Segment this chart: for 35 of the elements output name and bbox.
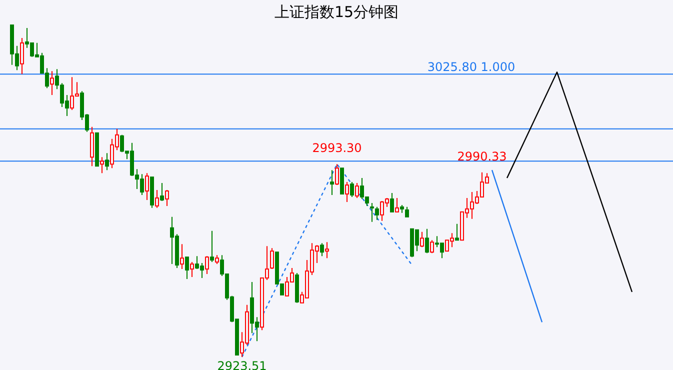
candlestick <box>190 262 194 278</box>
candlestick <box>390 192 394 212</box>
annotation: 2923.51 <box>217 359 267 370</box>
candlestick <box>105 152 109 171</box>
candlestick <box>165 190 169 206</box>
candlestick <box>430 240 434 254</box>
candlestick <box>20 37 24 75</box>
candlestick <box>355 182 359 198</box>
annotation: 2990.33 <box>457 149 507 164</box>
candlestick <box>210 230 214 263</box>
candlestick <box>270 248 274 270</box>
candlestick <box>345 182 349 202</box>
candlestick <box>350 182 354 198</box>
candlestick <box>100 156 104 174</box>
candlestick <box>420 231 424 248</box>
candlestick <box>425 228 429 254</box>
candlestick <box>320 242 324 257</box>
candlestick <box>180 244 184 270</box>
candlestick <box>205 256 209 274</box>
candlestick <box>455 223 459 241</box>
candlestick <box>50 70 54 96</box>
candlestick <box>160 182 164 202</box>
candlestick <box>330 170 334 196</box>
candlestick <box>370 202 374 222</box>
chart-title: 上证指数15分钟图 <box>274 3 399 21</box>
candlestick <box>375 206 379 220</box>
annotation: 2993.30 <box>312 141 362 156</box>
candlestick <box>325 242 329 259</box>
candlestick <box>405 206 409 218</box>
candlestick <box>155 190 159 208</box>
candlestick <box>395 197 399 212</box>
candlestick <box>145 172 149 200</box>
candlestick <box>185 256 189 280</box>
candlestick <box>335 164 339 186</box>
annotation: 3025.80 1.000 <box>427 60 516 74</box>
